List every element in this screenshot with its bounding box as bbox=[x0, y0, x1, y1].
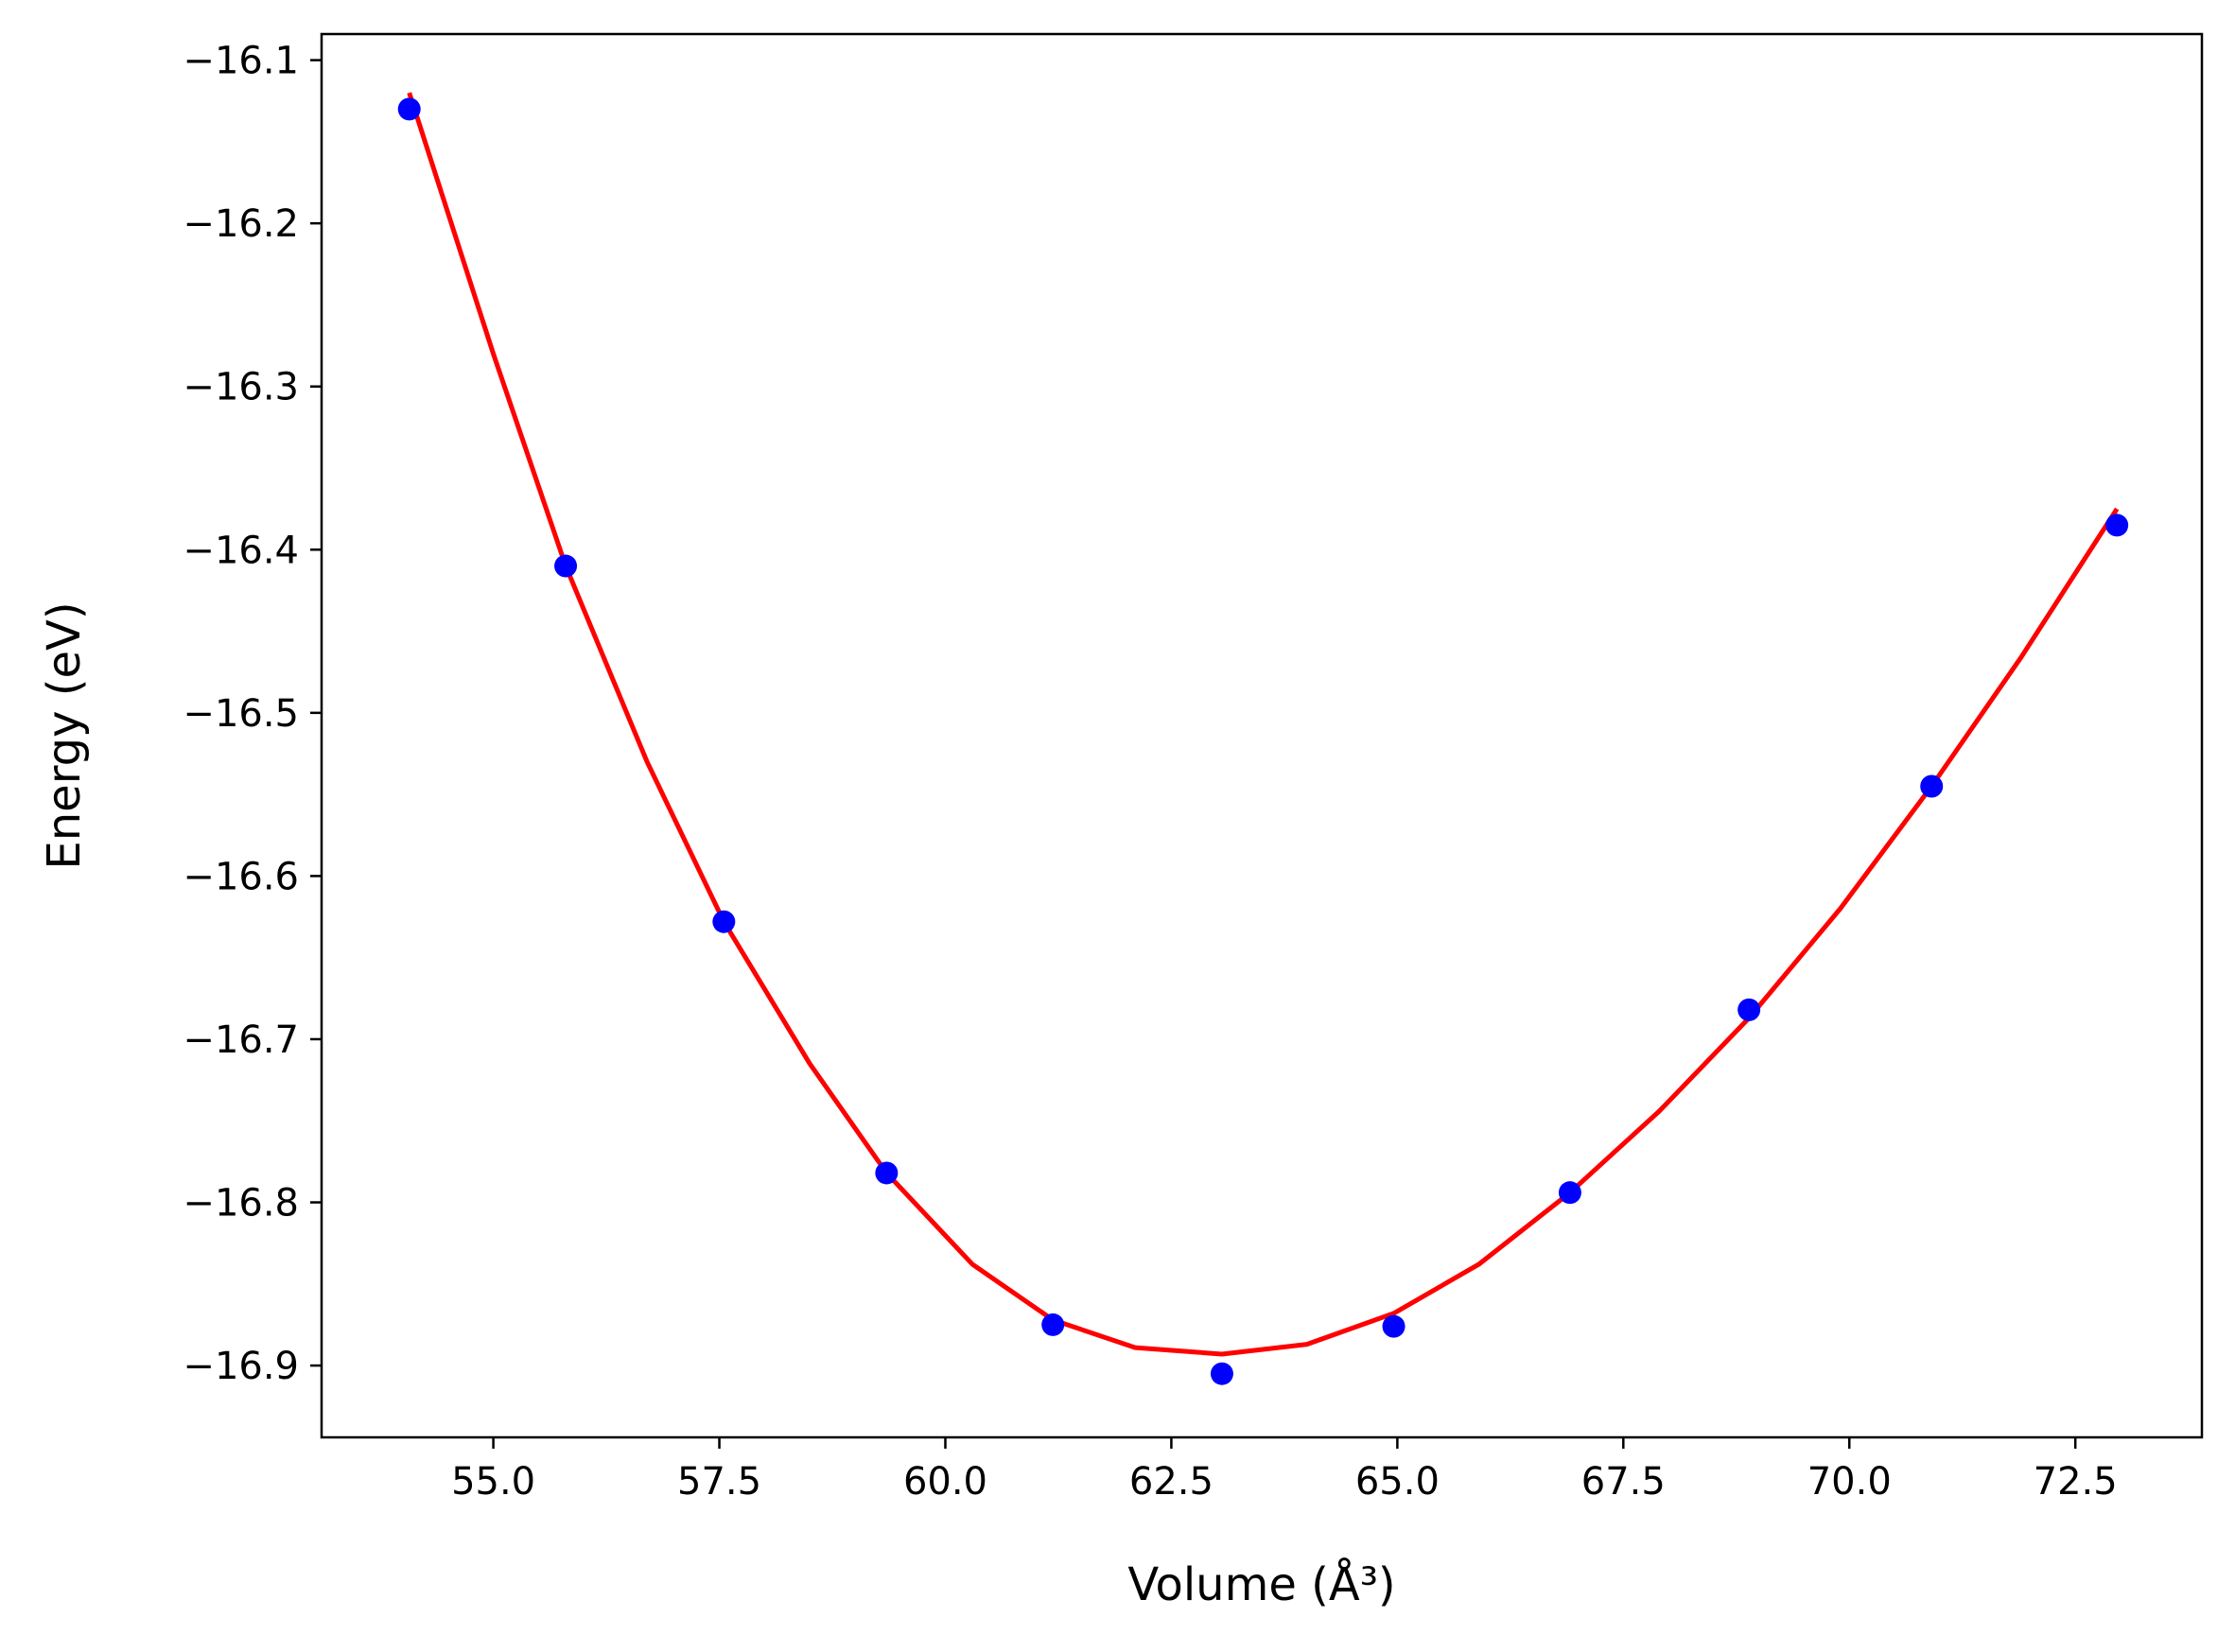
x-tick-label: 67.5 bbox=[1581, 1460, 1666, 1504]
y-tick-label: −16.7 bbox=[183, 1018, 299, 1062]
data-point bbox=[1920, 774, 1944, 798]
y-tick-label: −16.9 bbox=[183, 1345, 299, 1388]
data-point bbox=[397, 97, 421, 121]
y-tick-label: −16.4 bbox=[183, 529, 299, 572]
y-tick-label: −16.6 bbox=[183, 855, 299, 898]
plot-frame bbox=[320, 32, 2204, 1439]
x-tick-label: 65.0 bbox=[1355, 1460, 1440, 1504]
data-point bbox=[2105, 513, 2129, 537]
data-point bbox=[1210, 1362, 1233, 1385]
fit-curve-layer bbox=[407, 92, 2120, 1357]
y-tick-label: −16.5 bbox=[183, 692, 299, 736]
data-point bbox=[875, 1161, 899, 1185]
x-tick-label: 62.5 bbox=[1129, 1460, 1214, 1504]
data-point bbox=[1041, 1313, 1065, 1336]
x-tick-label: 60.0 bbox=[903, 1460, 987, 1504]
x-axis-ticks: 55.0 57.5 60.0 62.5 65.0 67.5 70.0 72.5 bbox=[451, 1437, 2118, 1504]
data-point bbox=[1382, 1314, 1406, 1338]
data-point bbox=[712, 910, 736, 933]
fit-curve bbox=[407, 92, 2120, 1357]
x-tick-label: 72.5 bbox=[2034, 1460, 2118, 1504]
x-tick-label: 70.0 bbox=[1807, 1460, 1892, 1504]
y-axis-label: Energy (eV) bbox=[38, 601, 91, 869]
y-tick-label: −16.1 bbox=[183, 40, 299, 83]
data-point bbox=[1558, 1181, 1581, 1205]
y-tick-label: −16.8 bbox=[183, 1182, 299, 1226]
data-points-layer bbox=[397, 97, 2129, 1385]
y-tick-label: −16.3 bbox=[183, 366, 299, 409]
data-point bbox=[1737, 998, 1761, 1021]
x-axis-label: Volume (Å³) bbox=[1127, 1557, 1395, 1611]
x-tick-label: 55.0 bbox=[451, 1460, 535, 1504]
y-axis-ticks: −16.1 −16.2 −16.3 −16.4 −16.5 −16.6 −16.7 −16.8… bbox=[183, 40, 322, 1388]
y-tick-label: −16.2 bbox=[183, 202, 299, 246]
data-point bbox=[554, 554, 578, 578]
x-tick-label: 57.5 bbox=[677, 1460, 761, 1504]
